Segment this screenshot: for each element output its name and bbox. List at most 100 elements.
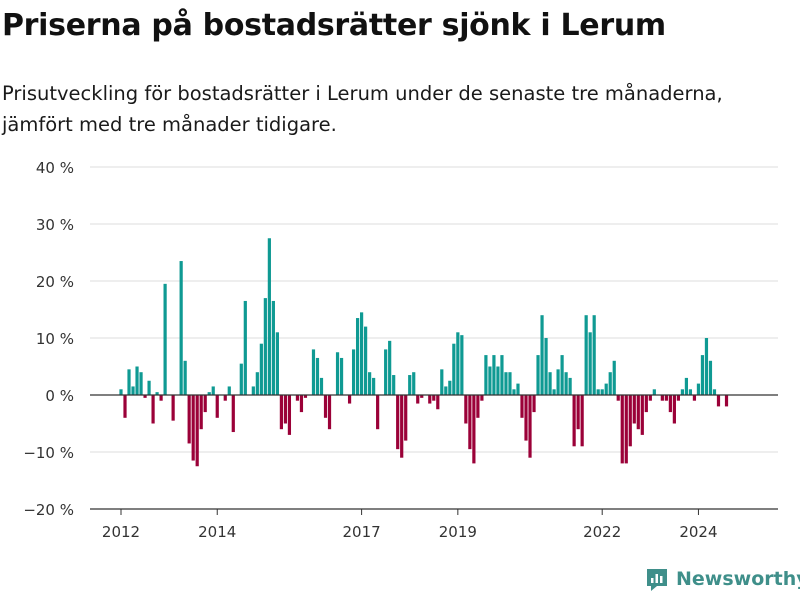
bar xyxy=(620,395,624,464)
bar xyxy=(159,395,163,401)
x-tick-label: 2022 xyxy=(583,523,621,541)
bar xyxy=(496,366,500,395)
bar xyxy=(540,315,544,395)
bar xyxy=(243,300,247,395)
bar xyxy=(564,372,568,395)
bar xyxy=(596,389,600,395)
bar xyxy=(279,395,283,430)
bar xyxy=(672,395,676,424)
bar xyxy=(404,395,408,441)
bar xyxy=(147,380,151,395)
bar xyxy=(351,349,356,395)
bar xyxy=(568,377,572,395)
bar xyxy=(600,389,604,395)
bar xyxy=(271,300,275,395)
bar xyxy=(608,372,612,395)
bar xyxy=(712,389,717,395)
bar xyxy=(163,283,167,395)
bar xyxy=(632,395,636,424)
bar xyxy=(640,395,644,435)
x-tick-label: 2017 xyxy=(343,523,381,541)
bar xyxy=(259,343,263,395)
bar xyxy=(588,332,592,395)
bar xyxy=(696,383,701,395)
bar xyxy=(283,395,288,424)
bar xyxy=(452,343,456,395)
bar xyxy=(668,395,672,413)
bar xyxy=(368,372,372,395)
bar xyxy=(339,357,344,395)
brand-logo: Newsworthy xyxy=(644,566,800,592)
newsworthy-logo-icon xyxy=(647,569,667,591)
bar xyxy=(548,372,552,395)
bar xyxy=(432,395,436,401)
bar xyxy=(624,395,628,464)
bar xyxy=(323,395,328,418)
bar xyxy=(684,377,689,395)
bar xyxy=(636,395,640,430)
bar xyxy=(628,395,632,447)
bar xyxy=(408,375,412,395)
y-tick-label: 30 % xyxy=(36,216,74,234)
bar xyxy=(512,389,516,395)
bar xyxy=(215,395,219,418)
bar xyxy=(660,395,664,401)
brand-name: Newsworthy xyxy=(676,568,800,590)
bar xyxy=(556,369,560,395)
bar xyxy=(119,389,123,395)
bar xyxy=(724,395,729,407)
bar xyxy=(327,395,332,430)
bar xyxy=(376,395,380,430)
bar xyxy=(255,372,259,395)
bar xyxy=(183,360,187,395)
bar xyxy=(135,366,139,395)
bar xyxy=(211,386,215,395)
bar xyxy=(171,395,175,421)
latest-value-annotation: −2 % xyxy=(711,0,752,4)
bar xyxy=(472,395,476,464)
bar xyxy=(392,375,396,395)
bar xyxy=(524,395,528,441)
bar xyxy=(480,395,484,401)
bar xyxy=(319,377,324,395)
bar xyxy=(207,392,211,395)
bar xyxy=(692,395,697,401)
bar xyxy=(680,389,684,395)
x-tick-label: 2014 xyxy=(198,523,236,541)
bar xyxy=(592,315,596,395)
bar xyxy=(508,372,512,395)
bar xyxy=(347,395,352,404)
x-tick-label: 2019 xyxy=(439,523,477,541)
bar xyxy=(400,395,404,458)
bar xyxy=(644,395,648,413)
bar xyxy=(335,352,340,395)
bar xyxy=(251,386,255,395)
bar xyxy=(195,395,199,467)
bar xyxy=(560,355,564,395)
bar xyxy=(295,395,300,401)
bar xyxy=(464,395,468,424)
bar xyxy=(700,355,705,395)
y-tick-label: −10 % xyxy=(23,444,74,462)
y-tick-label: 20 % xyxy=(36,273,74,291)
bar xyxy=(492,355,496,395)
bar xyxy=(516,383,520,395)
bar xyxy=(179,261,183,395)
bar xyxy=(612,360,616,395)
bar xyxy=(155,392,159,395)
bar xyxy=(544,338,548,395)
chart-subtitle: Prisutveckling för bostadsrätter i Lerum… xyxy=(2,82,723,136)
bar xyxy=(476,395,480,418)
bar xyxy=(584,315,588,395)
bar xyxy=(468,395,472,450)
bar xyxy=(372,377,376,395)
bar xyxy=(456,332,460,395)
bar xyxy=(187,395,191,444)
bar xyxy=(139,372,143,395)
bar xyxy=(263,298,267,395)
bar xyxy=(572,395,576,447)
bar xyxy=(604,383,608,395)
bar xyxy=(500,355,504,395)
y-tick-label: 0 % xyxy=(45,387,74,405)
